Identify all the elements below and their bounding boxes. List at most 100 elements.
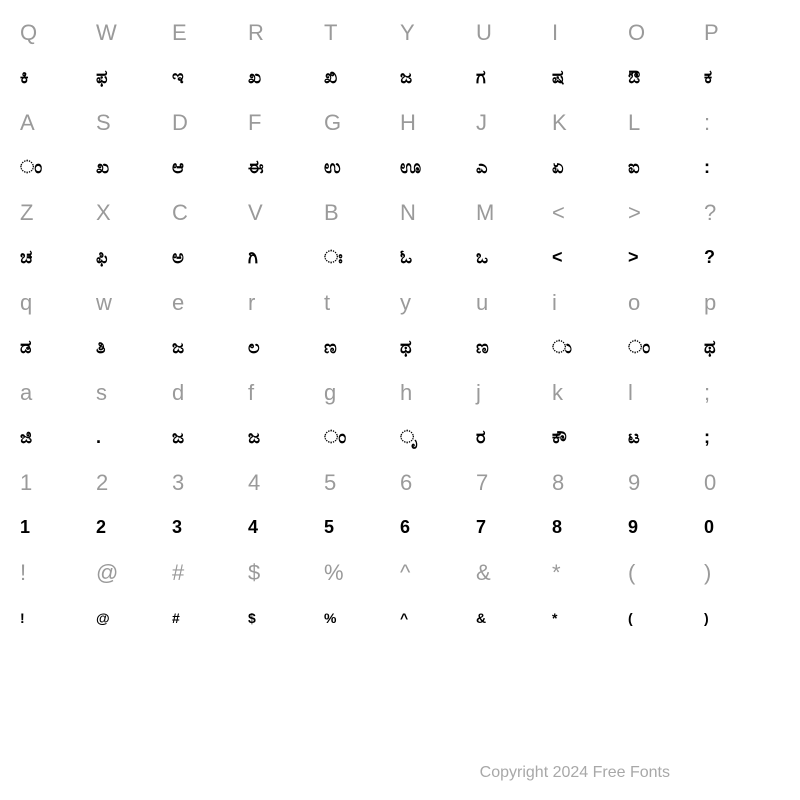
key-label: % bbox=[324, 560, 344, 586]
glyph: > bbox=[628, 247, 639, 268]
key-label: 0 bbox=[704, 470, 716, 496]
glyph: ಫ bbox=[96, 67, 108, 88]
character-map-grid: Q W E R T Y U I O P ಕಿ ಫ ಇ ಖ ಖಿ ಜ ಗ ಷ ಔ … bbox=[0, 0, 800, 640]
key-label: o bbox=[628, 290, 640, 316]
key-label: 1 bbox=[20, 470, 32, 496]
glyph: ಥ bbox=[400, 337, 412, 358]
glyph: ಗ bbox=[476, 67, 486, 88]
key-label: A bbox=[20, 110, 35, 136]
glyph: ಕಿ bbox=[20, 67, 28, 88]
glyph: ಆ bbox=[172, 157, 184, 178]
glyph: 2 bbox=[96, 517, 106, 538]
glyph: ಷ bbox=[552, 67, 564, 88]
key-label: 3 bbox=[172, 470, 184, 496]
glyph: ಜಿ bbox=[20, 427, 32, 448]
glyph: ^ bbox=[400, 610, 408, 626]
key-label: ? bbox=[704, 200, 716, 226]
key-label: O bbox=[628, 20, 645, 46]
glyph: ಉ bbox=[324, 157, 341, 178]
key-label: I bbox=[552, 20, 558, 46]
key-label: 4 bbox=[248, 470, 260, 496]
glyph: ಜ bbox=[248, 427, 260, 448]
glyph: ! bbox=[20, 610, 25, 626]
glyph: % bbox=[324, 610, 336, 626]
key-label: d bbox=[172, 380, 184, 406]
key-label: q bbox=[20, 290, 32, 316]
key-label: s bbox=[96, 380, 107, 406]
key-label: $ bbox=[248, 560, 260, 586]
key-label: : bbox=[704, 110, 710, 136]
key-label: # bbox=[172, 560, 184, 586]
glyph: 8 bbox=[552, 517, 562, 538]
key-label: ; bbox=[704, 380, 710, 406]
key-label: N bbox=[400, 200, 416, 226]
key-label: i bbox=[552, 290, 557, 316]
key-label: P bbox=[704, 20, 719, 46]
key-label: r bbox=[248, 290, 255, 316]
key-label: ^ bbox=[400, 560, 410, 586]
glyph: ? bbox=[704, 247, 715, 268]
key-label: V bbox=[248, 200, 263, 226]
glyph: # bbox=[172, 610, 180, 626]
key-label: 7 bbox=[476, 470, 488, 496]
key-label: 5 bbox=[324, 470, 336, 496]
glyph: 4 bbox=[248, 517, 258, 538]
glyph: 7 bbox=[476, 517, 486, 538]
key-label: a bbox=[20, 380, 32, 406]
glyph: ) bbox=[704, 610, 709, 626]
glyph: ು bbox=[552, 337, 572, 358]
glyph: ಜ bbox=[400, 67, 412, 88]
key-label: C bbox=[172, 200, 188, 226]
glyph: < bbox=[552, 247, 563, 268]
key-label: G bbox=[324, 110, 341, 136]
glyph: ಟ bbox=[628, 427, 640, 448]
key-label: 6 bbox=[400, 470, 412, 496]
key-label: E bbox=[172, 20, 187, 46]
key-label: Y bbox=[400, 20, 415, 46]
key-label: R bbox=[248, 20, 264, 46]
glyph: ಓ bbox=[400, 247, 412, 268]
glyph: 5 bbox=[324, 517, 334, 538]
key-label: ( bbox=[628, 560, 635, 586]
glyph: ಂ bbox=[324, 427, 346, 448]
glyph: ರ bbox=[476, 427, 486, 448]
key-label: l bbox=[628, 380, 633, 406]
glyph: ಂ bbox=[628, 337, 650, 358]
glyph: ಂ bbox=[20, 157, 42, 178]
glyph: ಎ bbox=[476, 157, 488, 178]
key-label: T bbox=[324, 20, 337, 46]
glyph: ಚ bbox=[20, 247, 32, 268]
key-label: > bbox=[628, 200, 641, 226]
key-label: U bbox=[476, 20, 492, 46]
glyph: ಒ bbox=[476, 247, 488, 268]
glyph: ಇ bbox=[172, 67, 184, 88]
key-label: u bbox=[476, 290, 488, 316]
glyph: ಕೌ bbox=[552, 427, 567, 448]
key-label: F bbox=[248, 110, 261, 136]
key-label: L bbox=[628, 110, 640, 136]
key-label: < bbox=[552, 200, 565, 226]
key-label: e bbox=[172, 290, 184, 316]
glyph: ಣ bbox=[476, 337, 489, 358]
glyph: ಕ bbox=[704, 67, 712, 88]
glyph: ಲ bbox=[248, 337, 260, 358]
glyph: ಈ bbox=[248, 157, 264, 178]
key-label: Z bbox=[20, 200, 33, 226]
key-label: k bbox=[552, 380, 563, 406]
glyph: : bbox=[704, 157, 710, 178]
glyph: ಜ bbox=[172, 427, 184, 448]
glyph: ( bbox=[628, 610, 633, 626]
glyph: ತಿ bbox=[96, 337, 106, 358]
glyph: ಊ bbox=[400, 157, 421, 178]
glyph: $ bbox=[248, 610, 256, 626]
key-label: 2 bbox=[96, 470, 108, 496]
glyph: ; bbox=[704, 427, 710, 448]
key-label: 8 bbox=[552, 470, 564, 496]
key-label: & bbox=[476, 560, 491, 586]
key-label: w bbox=[96, 290, 112, 316]
glyph: ೃ bbox=[400, 427, 418, 448]
key-label: f bbox=[248, 380, 254, 406]
copyright-text: Copyright 2024 Free Fonts bbox=[480, 764, 670, 782]
glyph: ಫಿ bbox=[96, 247, 108, 268]
key-label: 9 bbox=[628, 470, 640, 496]
